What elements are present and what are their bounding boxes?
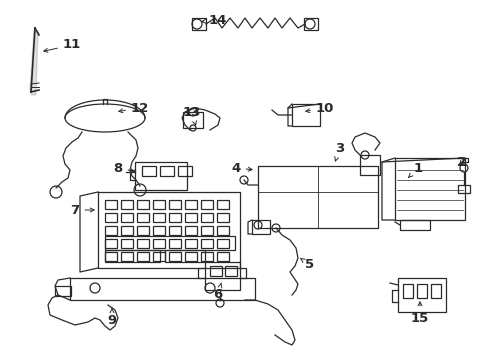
Bar bbox=[184, 200, 197, 209]
Text: 12: 12 bbox=[119, 102, 149, 114]
Bar bbox=[217, 226, 228, 235]
Bar bbox=[121, 213, 133, 222]
Text: 10: 10 bbox=[305, 102, 333, 114]
Text: 11: 11 bbox=[44, 39, 81, 52]
Bar bbox=[192, 18, 205, 30]
Bar bbox=[105, 236, 235, 250]
Bar bbox=[105, 239, 117, 248]
Bar bbox=[169, 226, 181, 235]
Bar bbox=[153, 239, 164, 248]
Bar bbox=[121, 226, 133, 235]
Bar bbox=[121, 200, 133, 209]
Bar bbox=[121, 252, 133, 261]
Bar bbox=[121, 239, 133, 248]
Bar bbox=[160, 166, 174, 176]
Bar bbox=[184, 239, 197, 248]
Bar bbox=[217, 252, 228, 261]
Bar bbox=[402, 284, 412, 298]
Bar bbox=[209, 266, 222, 276]
Text: 6: 6 bbox=[213, 283, 222, 302]
Bar bbox=[184, 213, 197, 222]
Bar bbox=[169, 239, 181, 248]
Bar bbox=[105, 252, 117, 261]
Bar bbox=[291, 104, 319, 126]
Bar bbox=[105, 226, 117, 235]
Text: 14: 14 bbox=[202, 13, 227, 27]
Bar bbox=[137, 200, 149, 209]
Bar bbox=[183, 112, 203, 128]
Bar bbox=[304, 18, 317, 30]
Bar bbox=[394, 158, 464, 220]
Bar bbox=[164, 250, 204, 262]
Text: 8: 8 bbox=[113, 162, 134, 175]
Bar bbox=[359, 155, 379, 175]
Text: 3: 3 bbox=[334, 141, 344, 161]
Bar bbox=[153, 213, 164, 222]
Bar bbox=[142, 166, 156, 176]
Bar bbox=[105, 200, 117, 209]
Bar bbox=[184, 252, 197, 261]
Bar bbox=[105, 213, 117, 222]
Text: 2: 2 bbox=[456, 156, 466, 168]
Text: 9: 9 bbox=[107, 308, 116, 327]
Bar bbox=[204, 262, 240, 290]
Bar bbox=[201, 252, 213, 261]
Text: 7: 7 bbox=[70, 203, 94, 216]
Bar bbox=[397, 278, 445, 312]
Bar bbox=[217, 200, 228, 209]
Bar bbox=[153, 200, 164, 209]
Bar bbox=[55, 286, 71, 296]
Bar bbox=[399, 220, 429, 230]
Polygon shape bbox=[30, 30, 38, 95]
Bar bbox=[201, 239, 213, 248]
Bar bbox=[178, 166, 192, 176]
Bar bbox=[201, 226, 213, 235]
Bar bbox=[137, 239, 149, 248]
Bar bbox=[153, 226, 164, 235]
Bar bbox=[153, 252, 164, 261]
Bar bbox=[137, 252, 149, 261]
Bar bbox=[105, 250, 160, 262]
Bar bbox=[169, 252, 181, 261]
Bar bbox=[430, 284, 440, 298]
Bar bbox=[258, 166, 377, 228]
Text: 5: 5 bbox=[300, 258, 314, 271]
Bar bbox=[184, 226, 197, 235]
Bar bbox=[137, 213, 149, 222]
Bar bbox=[169, 200, 181, 209]
Bar bbox=[224, 266, 237, 276]
Bar bbox=[169, 213, 181, 222]
Bar bbox=[217, 239, 228, 248]
Text: 1: 1 bbox=[407, 162, 422, 177]
Text: 13: 13 bbox=[183, 105, 201, 125]
Text: 15: 15 bbox=[410, 302, 428, 324]
Bar bbox=[457, 185, 469, 193]
Bar bbox=[416, 284, 426, 298]
Text: 4: 4 bbox=[231, 162, 252, 175]
Bar bbox=[201, 200, 213, 209]
Bar bbox=[201, 213, 213, 222]
Bar bbox=[217, 213, 228, 222]
Bar bbox=[135, 162, 186, 190]
Bar bbox=[137, 226, 149, 235]
Bar bbox=[251, 220, 269, 234]
